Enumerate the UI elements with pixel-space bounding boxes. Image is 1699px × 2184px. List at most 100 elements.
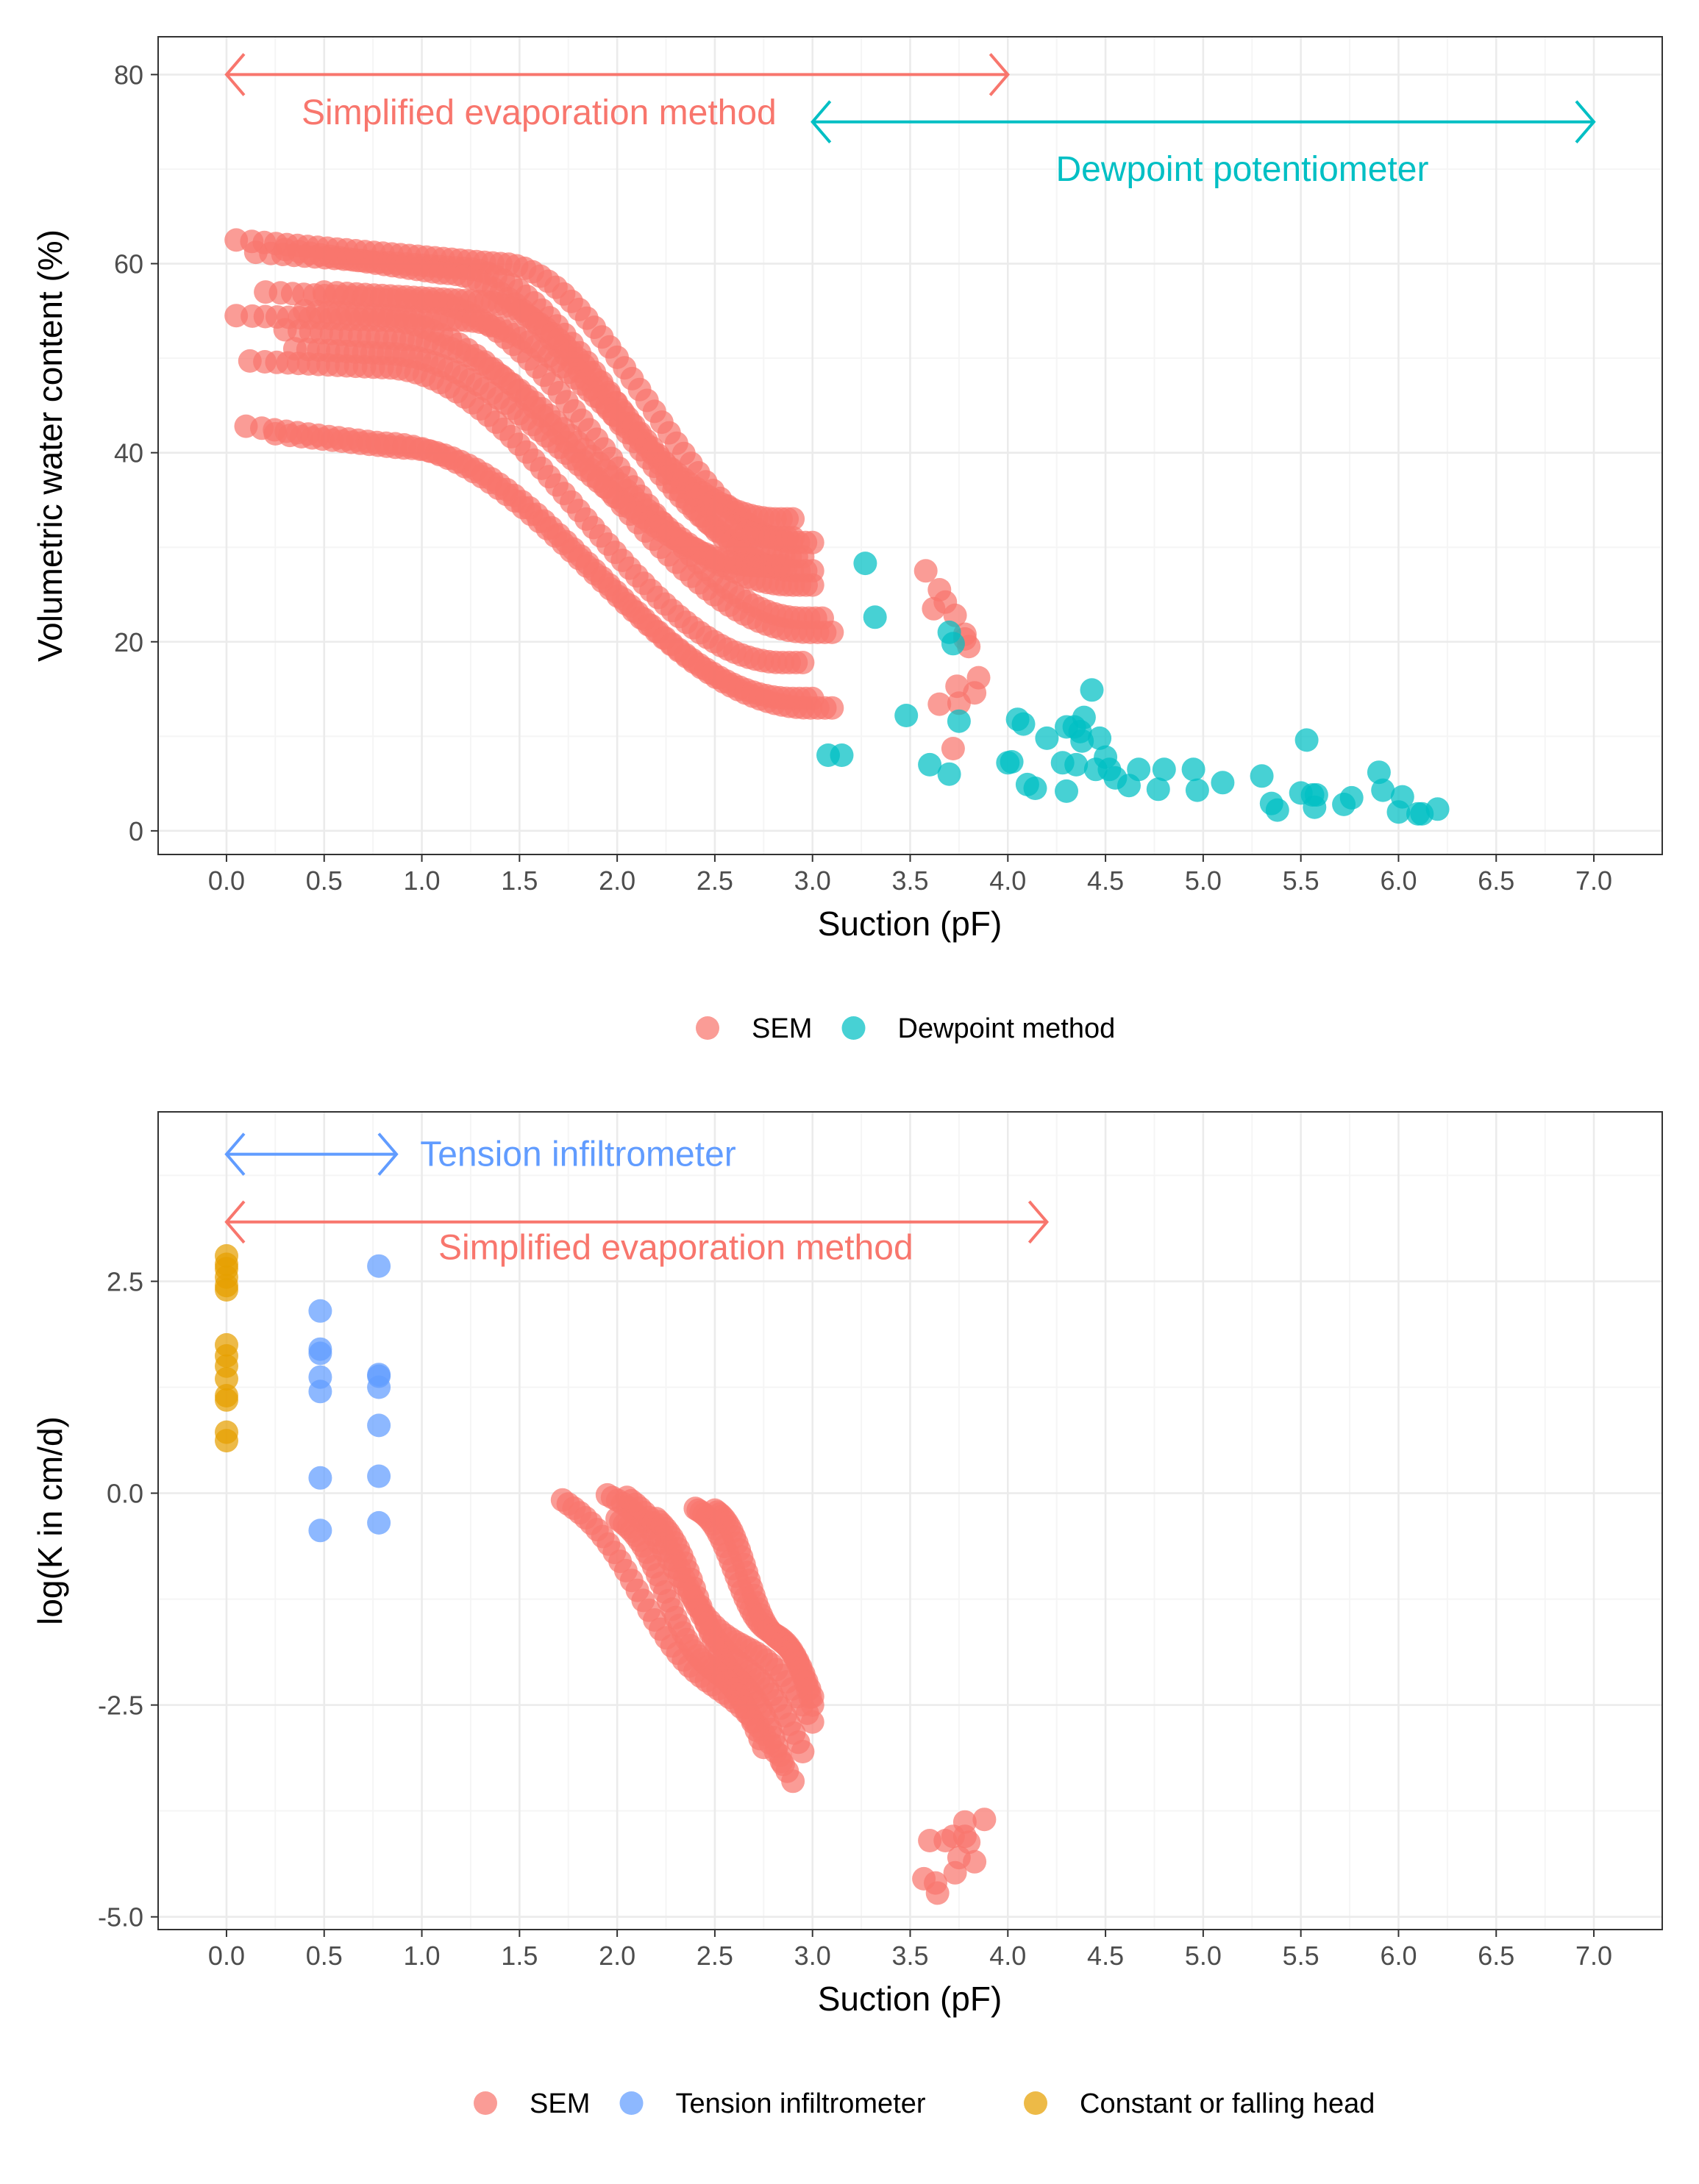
constant-head-point: [215, 1429, 238, 1453]
annotations: Simplified evaporation method Dewpoint po…: [224, 53, 1596, 189]
dewpoint-point: [1080, 678, 1104, 702]
x-tick-label: 4.0: [989, 1941, 1026, 1971]
x-tick-label: 7.0: [1575, 866, 1612, 896]
tension-point: [367, 1254, 391, 1278]
tension-point: [367, 1464, 391, 1488]
dewpoint-point: [1304, 783, 1328, 807]
dewpoint-point: [1070, 729, 1094, 753]
dewpoint-point: [1023, 777, 1047, 800]
dewpoint-point: [1390, 785, 1414, 809]
range-arrow-head-left: [224, 1132, 246, 1176]
sem-point: [800, 1693, 824, 1717]
sem-point: [752, 1735, 776, 1760]
y-tick-label: -5.0: [98, 1902, 143, 1933]
tension-point: [367, 1510, 391, 1535]
y-tick-label: 2.5: [107, 1266, 143, 1296]
x-tick-label: 4.5: [1087, 866, 1124, 896]
constant-head-point: [215, 1388, 238, 1412]
sem-point: [791, 1740, 815, 1763]
legend-label: Dewpoint method: [898, 1013, 1116, 1044]
y-tick-label: -2.5: [98, 1691, 143, 1721]
legend-key: [619, 2091, 644, 2115]
dewpoint-point: [1265, 798, 1289, 822]
dewpoint-point: [1185, 778, 1209, 802]
x-tick-label: 6.5: [1478, 866, 1514, 896]
tension-point: [308, 1466, 332, 1490]
x-tick-label: 6.0: [1380, 866, 1417, 896]
data-points: [224, 228, 1450, 826]
dewpoint-point: [941, 632, 965, 656]
x-axis-title: Suction (pF): [818, 1980, 1002, 2018]
legend-label: Constant or falling head: [1080, 2088, 1375, 2119]
sem-point: [972, 1807, 997, 1832]
sem-point: [820, 696, 844, 720]
dewpoint-point: [1011, 712, 1036, 736]
dewpoint-point: [918, 752, 942, 777]
tension-point: [308, 1341, 332, 1366]
sem-point: [811, 606, 834, 630]
dewpoint-point: [1367, 760, 1391, 785]
sem-point: [800, 1710, 824, 1734]
legend-key: [696, 1016, 719, 1040]
x-tick-label: 1.5: [501, 866, 538, 896]
x-tick-label: 5.0: [1185, 1941, 1222, 1971]
y-tick-label: 80: [114, 60, 143, 90]
sem-point: [947, 691, 971, 715]
legend: SEM Tension infiltrometer Constant or fall…: [474, 2088, 1375, 2119]
x-tick-label: 1.0: [404, 1941, 441, 1971]
x-tick-label: 0.0: [208, 866, 245, 896]
x-tick-label: 0.5: [306, 1941, 343, 1971]
dewpoint-point: [1035, 726, 1059, 750]
range-arrow-head-left: [224, 53, 246, 96]
y-tick-label: 40: [114, 438, 143, 468]
tension-point: [308, 1519, 332, 1543]
water-content-chart: Simplified evaporation method Dewpoint po…: [31, 36, 1663, 1044]
sem-point: [963, 1849, 987, 1874]
dewpoint-point: [1250, 764, 1274, 788]
dewpoint-point: [863, 605, 887, 629]
sem-point: [791, 651, 815, 674]
sem-point: [952, 1824, 977, 1849]
legend-key: [474, 2091, 497, 2115]
annotation-label: Simplified evaporation method: [438, 1228, 913, 1267]
sem-point: [781, 507, 805, 531]
sem-point: [925, 1881, 950, 1905]
dewpoint-point: [1072, 705, 1096, 729]
tension-point: [308, 1380, 332, 1404]
dewpoint-point: [1294, 728, 1319, 752]
dewpoint-point: [1088, 726, 1112, 750]
annotations: Tension infiltrometer Simplified evaporat…: [224, 1132, 1050, 1267]
sem-point: [927, 692, 952, 716]
y-tick-label: 0: [129, 816, 143, 846]
x-tick-label: 6.0: [1380, 1941, 1417, 1971]
y-axis-title: Volumetric water content (%): [31, 229, 69, 662]
dewpoint-point: [1055, 779, 1078, 803]
dewpoint-point: [1064, 752, 1089, 777]
conductivity-chart: Tension infiltrometer Simplified evaporat…: [31, 1111, 1663, 2119]
y-axis-ticks: 0 20 40 60 80: [114, 60, 158, 846]
dewpoint-point: [853, 552, 877, 576]
x-tick-label: 3.0: [794, 866, 831, 896]
sem-point: [941, 737, 965, 760]
x-tick-label: 3.0: [794, 1941, 831, 1971]
x-tick-label: 3.5: [891, 866, 928, 896]
y-tick-label: 0.0: [107, 1479, 143, 1509]
data-points: [215, 1243, 997, 1905]
range-arrow-head-right: [1027, 1200, 1050, 1244]
dewpoint-point: [1000, 750, 1024, 774]
x-tick-label: 2.0: [599, 1941, 635, 1971]
legend-label: Tension infiltrometer: [676, 2088, 926, 2119]
x-tick-label: 1.5: [501, 1941, 538, 1971]
y-tick-label: 60: [114, 249, 143, 279]
legend-label: SEM: [530, 2088, 590, 2119]
sem-point: [800, 686, 824, 710]
sem-point: [771, 1752, 795, 1777]
dewpoint-point: [937, 762, 961, 786]
y-axis-title: log(K in cm/d): [31, 1416, 69, 1625]
sem-point: [781, 526, 805, 550]
x-tick-label: 7.0: [1575, 1941, 1612, 1971]
legend-label: SEM: [752, 1013, 812, 1044]
range-arrow-head-right: [989, 53, 1010, 96]
x-tick-label: 0.0: [208, 1941, 245, 1971]
